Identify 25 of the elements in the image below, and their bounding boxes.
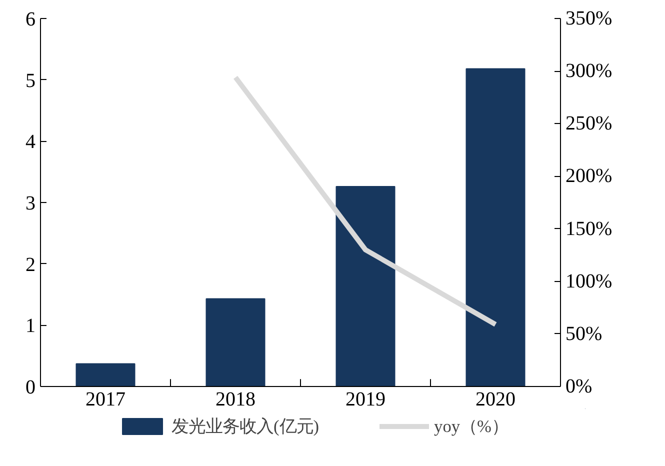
bar [206, 298, 266, 386]
y2-tick-label: 250% [566, 112, 612, 135]
y2-tick-label: 50% [566, 322, 602, 345]
y-tick-label: 3 [26, 192, 36, 214]
legend-label: 发光业务收入(亿元) [172, 416, 320, 438]
bar [76, 363, 136, 386]
y-tick-label: 1 [26, 315, 36, 338]
y2-tick-label: 350% [566, 8, 612, 30]
y2-tick-label: 300% [566, 60, 612, 82]
x-tick-label: 2019 [346, 388, 386, 410]
y2-tick-label: 100% [566, 270, 612, 292]
y2-tick-label: 150% [566, 218, 612, 240]
y-tick-label: 5 [26, 70, 36, 92]
x-tick-label: 2020 [476, 388, 516, 410]
x-tick-label: 2017 [86, 388, 126, 410]
x-tick-label: 2018 [216, 388, 256, 410]
bar [466, 68, 526, 386]
bar [336, 186, 396, 386]
y-tick-label: 6 [26, 8, 36, 30]
y2-tick-label: 0% [566, 376, 592, 398]
y-tick-label: 4 [26, 131, 36, 154]
y2-tick-label: 200% [566, 165, 612, 188]
y-tick-label: 0 [26, 376, 36, 398]
y-tick-label: 2 [26, 254, 36, 276]
legend-label: yoy（%） [434, 416, 508, 438]
